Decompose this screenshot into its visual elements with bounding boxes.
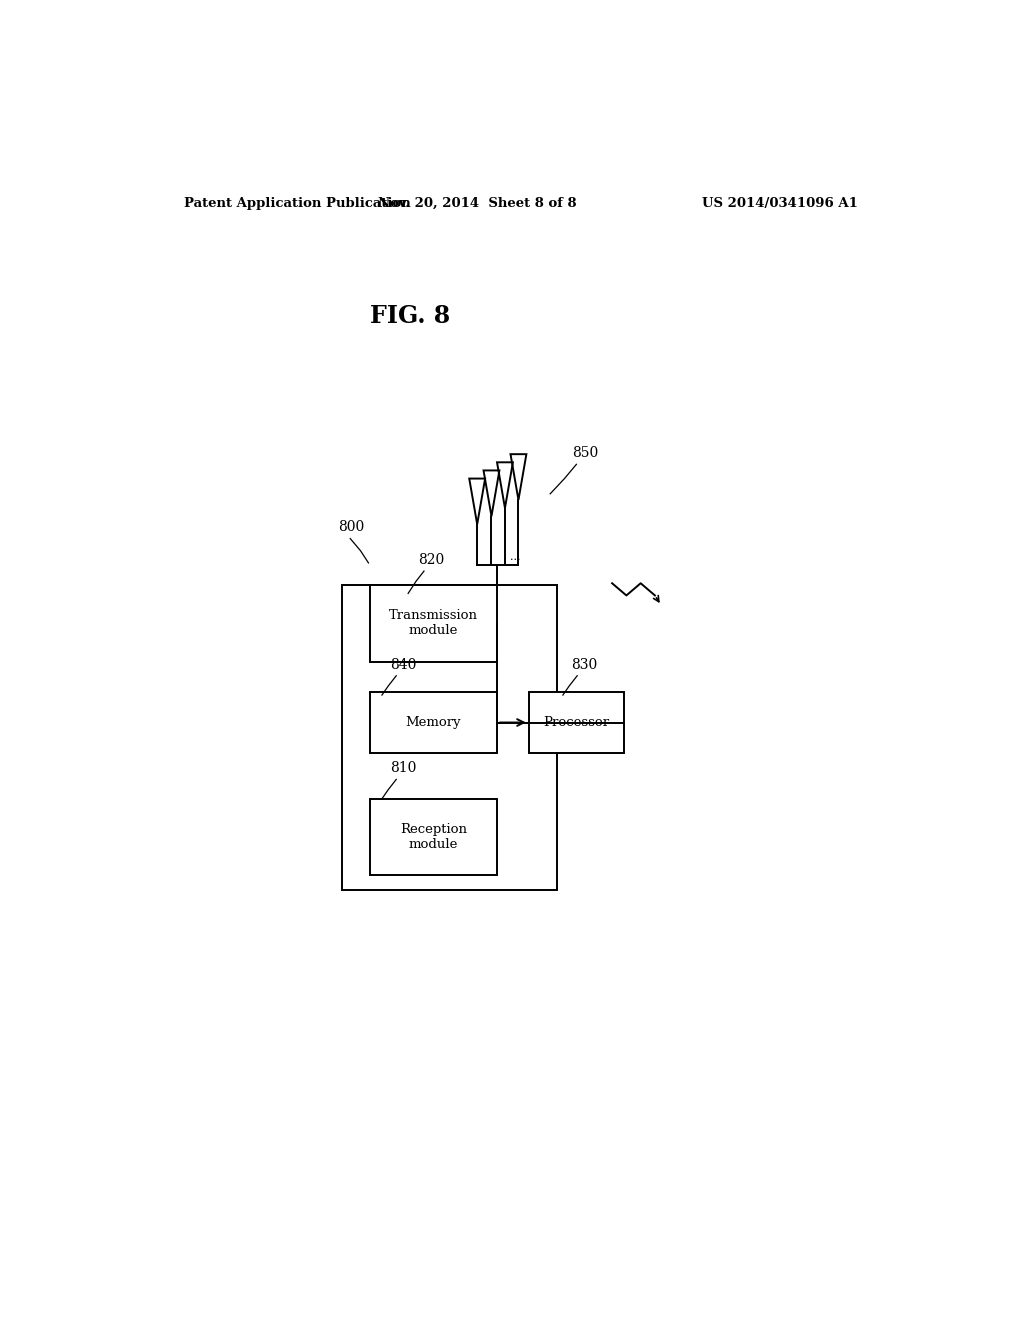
Text: US 2014/0341096 A1: US 2014/0341096 A1	[702, 197, 858, 210]
Bar	[370, 799, 497, 875]
Text: Transmission
module: Transmission module	[389, 610, 478, 638]
Text: 810: 810	[390, 762, 417, 775]
Bar	[370, 692, 497, 752]
Text: FIG. 8: FIG. 8	[370, 304, 451, 327]
Bar	[370, 585, 497, 661]
Text: 830: 830	[570, 657, 597, 672]
Text: 840: 840	[390, 657, 417, 672]
Text: Memory: Memory	[406, 715, 462, 729]
Text: 850: 850	[572, 446, 599, 461]
Text: Patent Application Publication: Patent Application Publication	[183, 197, 411, 210]
Bar	[342, 585, 557, 890]
Text: 820: 820	[418, 553, 444, 568]
Text: Reception
module: Reception module	[400, 822, 467, 851]
Text: ...: ...	[510, 552, 521, 562]
Text: Nov. 20, 2014  Sheet 8 of 8: Nov. 20, 2014 Sheet 8 of 8	[378, 197, 577, 210]
Text: 800: 800	[338, 520, 365, 535]
Text: Processor: Processor	[544, 715, 609, 729]
Bar	[528, 692, 624, 752]
